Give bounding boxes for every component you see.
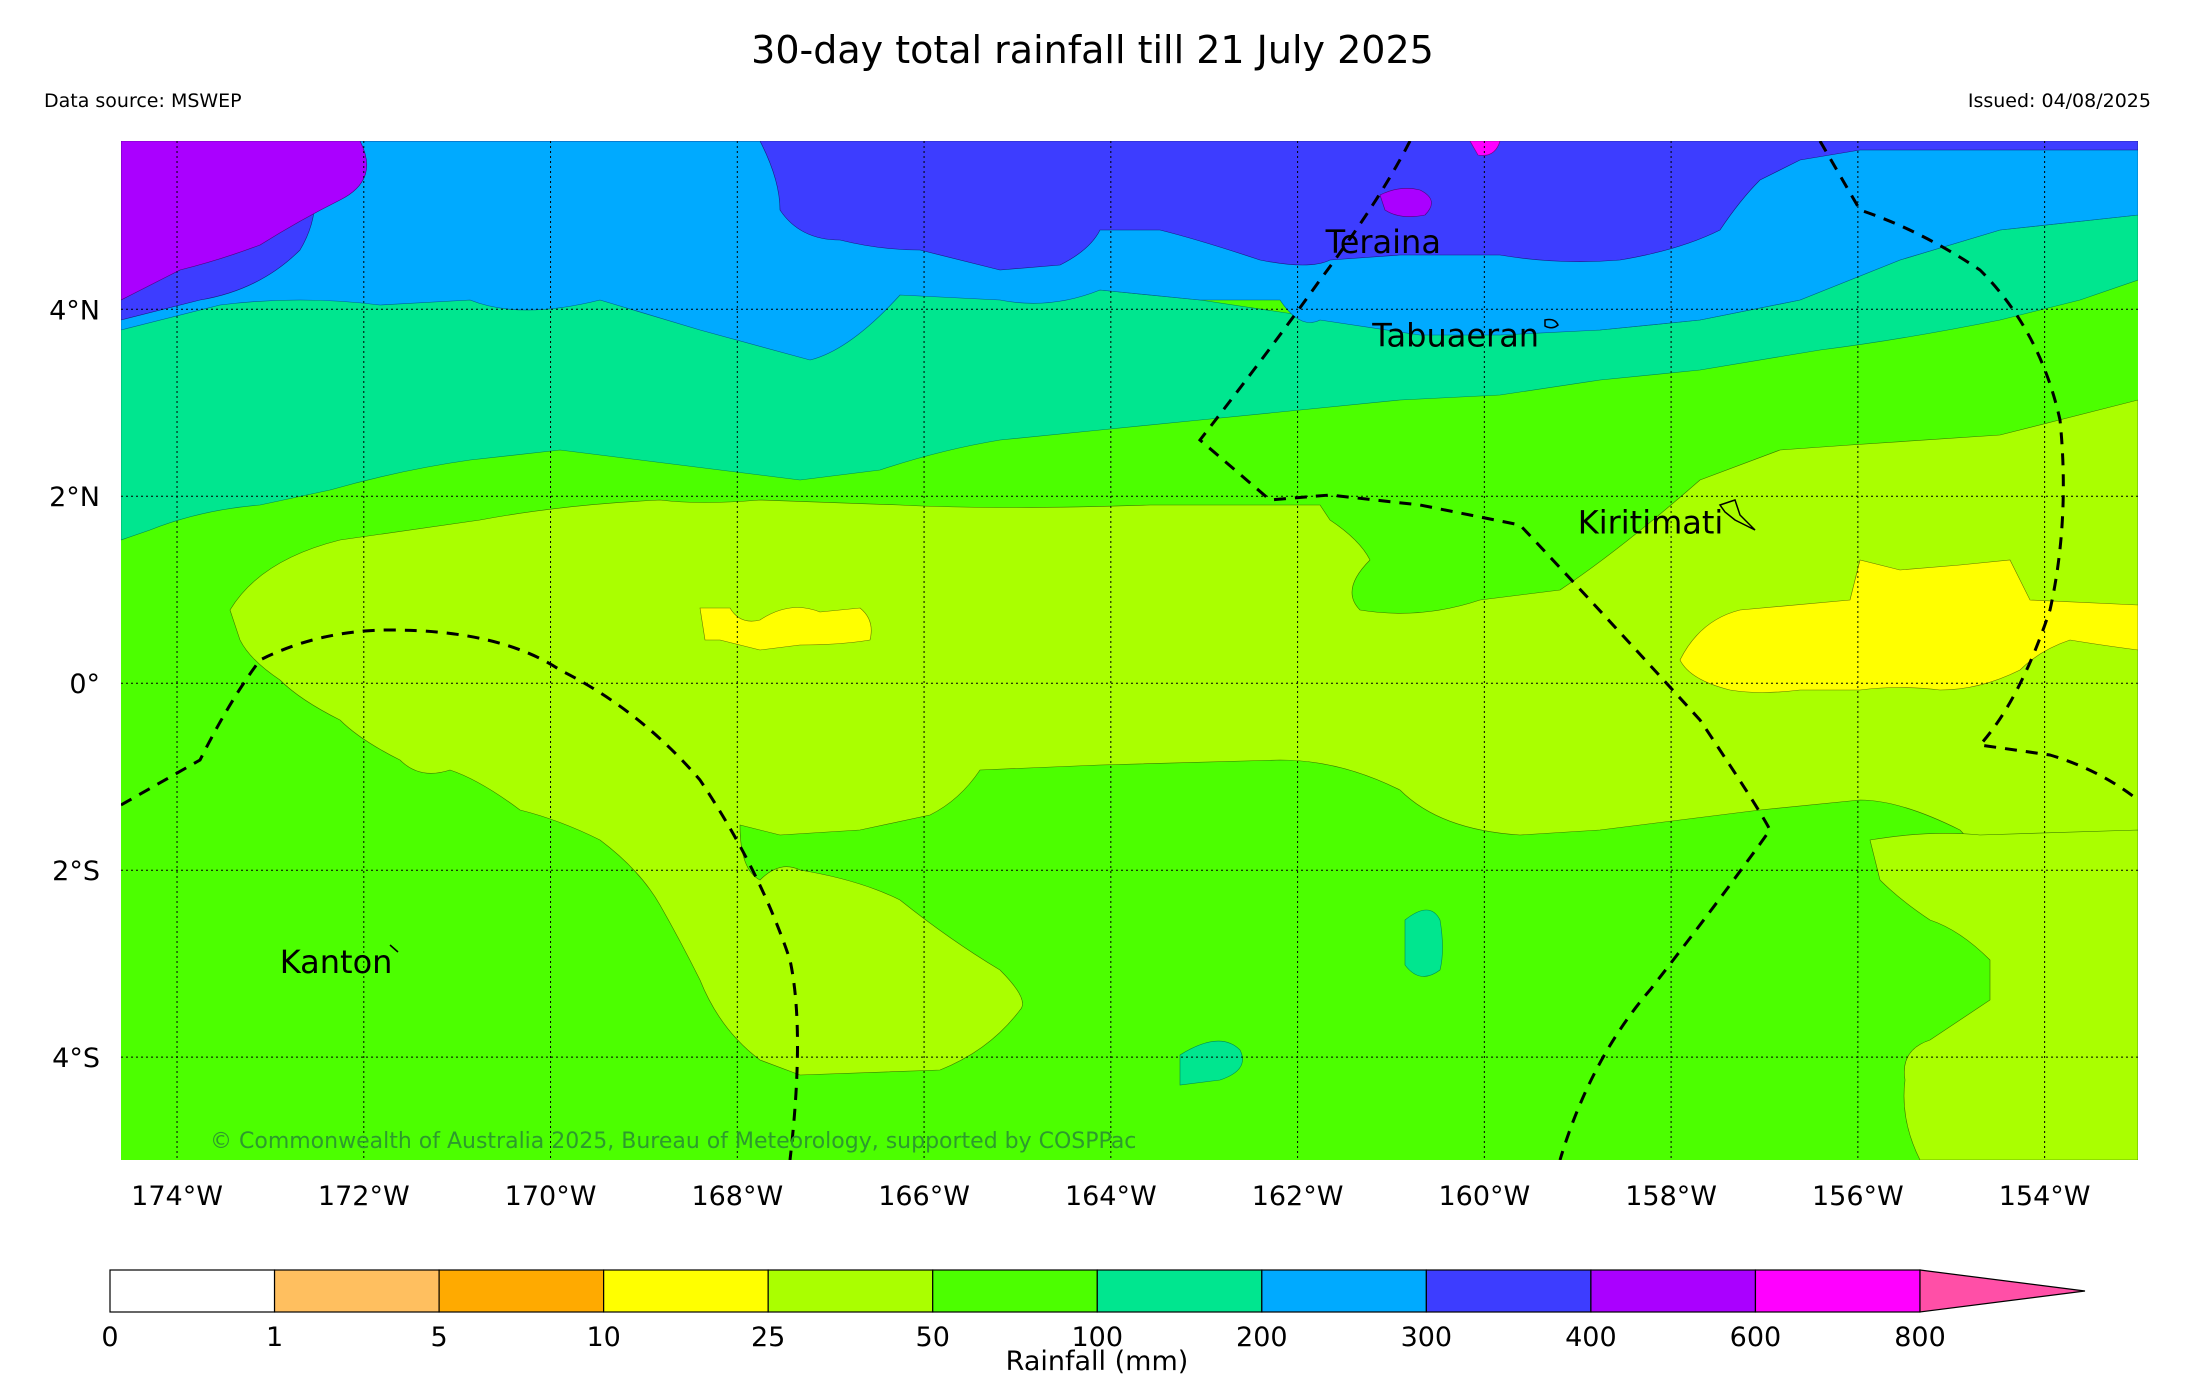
colorbar-bin-0-1 [109, 1269, 276, 1313]
colorbar-extend-arrow [1919, 1269, 2086, 1313]
band-25-50-southeast [1869, 829, 2138, 1160]
latitude-tick-label: 2°S [52, 856, 100, 887]
colorbar-title: Rainfall (mm) [1006, 1346, 1189, 1377]
longitude-tick-label: 156°W [1812, 1181, 1904, 1212]
colorbar-bin-100-200 [1096, 1269, 1263, 1313]
rainfall-colorbar: 0 1 5 10 25 50 100 200 300 400 600 800 [101, 1269, 2086, 1353]
colorbar-tick-label: 1 [266, 1322, 283, 1353]
colorbar-tick-label: 5 [430, 1322, 447, 1353]
colorbar-tick-label: 600 [1730, 1322, 1782, 1353]
latitude-tick-label: 0° [69, 669, 100, 700]
eez-boundaries [121, 141, 2138, 1160]
colorbar-bin-5-10 [438, 1269, 605, 1313]
colorbar-bin-600-800 [1754, 1269, 1921, 1313]
place-label-tabuaeran: Tabuaeran [1371, 317, 1539, 355]
colorbar-bin-1-5 [273, 1269, 440, 1313]
colorbar-tick-label: 100 [1071, 1322, 1123, 1353]
copyright-notice: © Commonwealth of Australia 2025, Bureau… [210, 1129, 1136, 1154]
patch-100-200-south [1179, 909, 1443, 1086]
kiritimati-island [1718, 499, 1756, 531]
longitude-tick-label: 172°W [318, 1181, 410, 1212]
colorbar-bin-50-100 [932, 1269, 1098, 1313]
colorbar-bin-10-25 [603, 1269, 769, 1313]
latitude-tick-labels: 4°N 2°N 0° 2°S 4°S [49, 295, 100, 1074]
issued-date-label: Issued: 04/08/2025 [1967, 90, 2151, 112]
longitude-tick-label: 164°W [1065, 1181, 1157, 1212]
place-label-kiritimati: Kiritimati [1578, 504, 1724, 542]
latitude-tick-label: 2°N [49, 482, 100, 513]
longitude-tick-label: 170°W [505, 1181, 597, 1212]
data-source-label: Data source: MSWEP [44, 90, 242, 112]
rainfall-contour-layer [121, 141, 2138, 1160]
longitude-tick-label: 168°W [691, 1181, 783, 1212]
longitude-tick-label: 158°W [1625, 1181, 1717, 1212]
colorbar-tick-label: 300 [1401, 1322, 1453, 1353]
longitude-tick-label: 166°W [878, 1181, 970, 1212]
colorbar-bin-200-300 [1261, 1269, 1427, 1313]
place-label-kanton: Kanton [280, 943, 393, 981]
island-outlines [389, 318, 1756, 953]
colorbar-tick-label: 400 [1565, 1322, 1617, 1353]
latitude-tick-label: 4°N [49, 295, 100, 326]
colorbar-tick-label: 50 [916, 1322, 950, 1353]
colorbar-tick-label: 800 [1894, 1322, 1946, 1353]
graticule [121, 141, 2138, 1160]
place-label-teraina: Teraina [1325, 223, 1441, 261]
colorbar-tick-label: 10 [586, 1322, 620, 1353]
band-10-25-east [1679, 559, 2138, 693]
longitude-tick-label: 174°W [131, 1181, 223, 1212]
colorbar-tick-label: 200 [1236, 1322, 1288, 1353]
map-title: 30-day total rainfall till 21 July 2025 [751, 28, 1434, 72]
longitude-tick-label: 162°W [1252, 1181, 1344, 1212]
band-400-600 [121, 141, 1432, 301]
band-10-25-central [699, 607, 872, 651]
colorbar-bin-300-400 [1425, 1269, 1592, 1313]
place-labels: Teraina Tabuaeran Kiritimati Kanton [280, 223, 1724, 981]
band-25-50-central [229, 399, 2138, 1076]
latitude-tick-label: 4°S [52, 1043, 100, 1074]
kanton-island [389, 944, 399, 953]
colorbar-tick-label: 25 [751, 1322, 785, 1353]
longitude-tick-labels: 174°W 172°W 170°W 168°W 166°W 164°W 162°W 160°W… [131, 1181, 2090, 1212]
colorbar-tick-label: 0 [101, 1322, 118, 1353]
tabuaeran-island [1544, 318, 1559, 329]
longitude-tick-label: 160°W [1438, 1181, 1530, 1212]
longitude-tick-label: 154°W [1999, 1181, 2091, 1212]
colorbar-bin-25-50 [767, 1269, 934, 1313]
band-600-800 [1469, 141, 1501, 156]
colorbar-bin-400-600 [1590, 1269, 1757, 1313]
